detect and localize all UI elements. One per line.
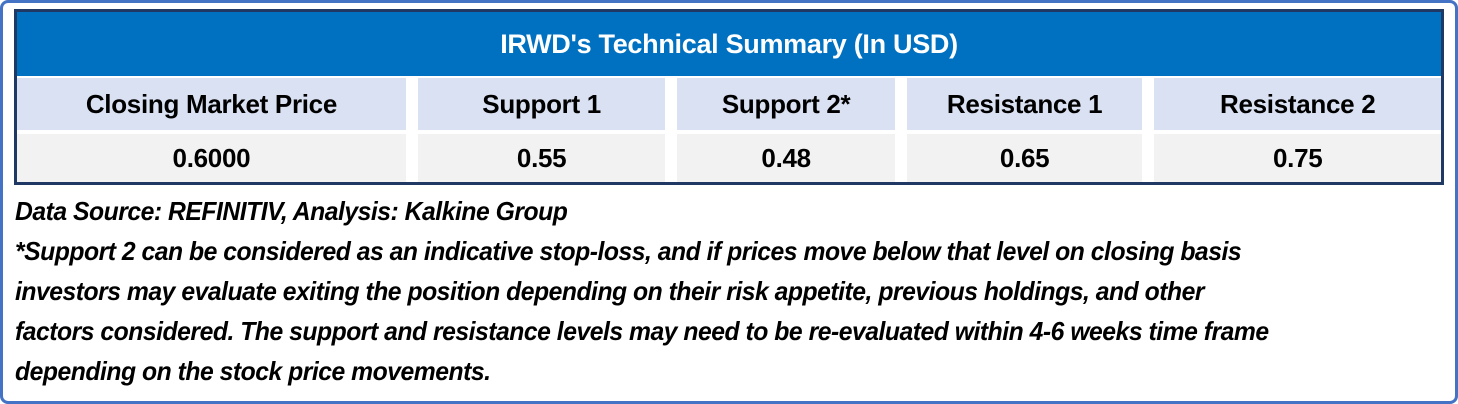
data-source-note: Data Source: REFINITIV, Analysis: Kalkin… [15,196,568,226]
disclaimer-line-2: investors may evaluate exiting the posit… [15,276,1204,306]
column-header-resistance-2: Resistance 2 [1154,78,1441,130]
table-grid: Closing Market Price Support 1 Support 2… [17,78,1441,182]
disclaimer-line-3: factors considered. The support and resi… [15,316,1269,346]
technical-summary-table: IRWD's Technical Summary (In USD) Closin… [14,9,1444,185]
value-support-1: 0.55 [417,134,666,182]
column-header-support-2: Support 2* [677,78,895,130]
value-closing-market-price: 0.6000 [17,134,406,182]
column-header-resistance-1: Resistance 1 [906,78,1143,130]
disclaimer-line-1: *Support 2 can be considered as an indic… [15,236,1242,266]
value-resistance-2: 0.75 [1154,134,1441,182]
footnotes: Data Source: REFINITIV, Analysis: Kalkin… [3,185,1455,391]
column-header-closing-market-price: Closing Market Price [17,78,406,130]
value-resistance-1: 0.65 [906,134,1143,182]
value-support-2: 0.48 [677,134,895,182]
column-header-support-1: Support 1 [417,78,666,130]
disclaimer-line-4: depending on the stock price movements. [15,356,491,386]
table-title: IRWD's Technical Summary (In USD) [17,12,1441,76]
